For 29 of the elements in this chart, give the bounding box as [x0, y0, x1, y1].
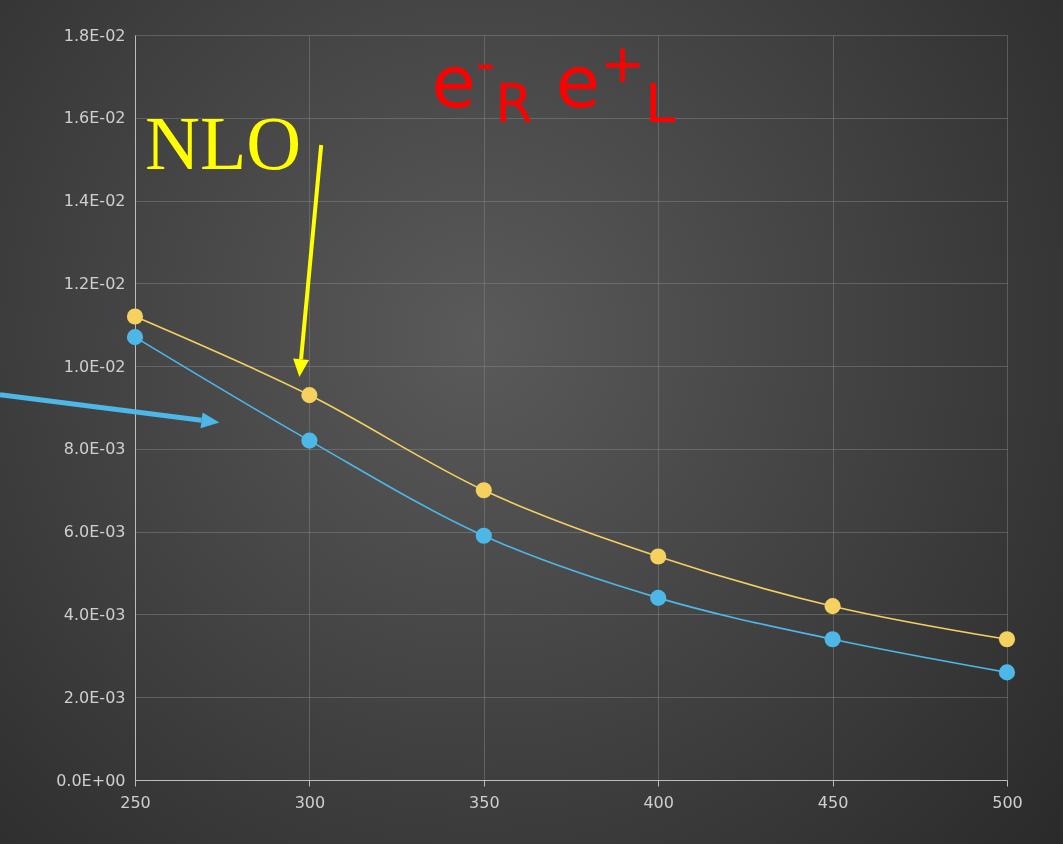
- point: [824, 631, 841, 648]
- y-tick-label: 4.0E-03: [63, 604, 126, 624]
- x-tick-label: 450: [817, 792, 849, 812]
- y-tick-label: 1.6E-02: [63, 108, 126, 128]
- y-tick-label: 2.0E-03: [63, 687, 126, 707]
- y-tick-label: 1.0E-02: [63, 356, 126, 376]
- y-tick-label: 1.8E-02: [63, 25, 126, 45]
- x-tick-label: 250: [120, 792, 151, 812]
- x-tick-label: 350: [469, 792, 500, 812]
- point: [126, 308, 144, 325]
- point: [301, 432, 318, 449]
- point: [475, 527, 492, 544]
- point: [301, 387, 318, 404]
- x-tick-label: 500: [992, 792, 1023, 812]
- y-tick-label: 1.2E-02: [63, 273, 126, 293]
- point: [650, 589, 667, 606]
- y-tick-label: 6.0E-03: [63, 522, 126, 542]
- y-tick-label: 0.0E+00: [56, 770, 126, 790]
- x-tick-label: 300: [294, 792, 326, 812]
- point: [998, 631, 1016, 648]
- annotation: NLO: [145, 101, 302, 185]
- y-tick-label: 1.4E-02: [63, 191, 126, 211]
- point: [126, 329, 144, 346]
- point: [650, 548, 667, 565]
- point: [998, 664, 1016, 681]
- x-tick-label: 400: [643, 792, 674, 812]
- y-tick-label: 8.0E-03: [63, 439, 126, 459]
- point: [824, 598, 841, 615]
- point: [475, 482, 492, 499]
